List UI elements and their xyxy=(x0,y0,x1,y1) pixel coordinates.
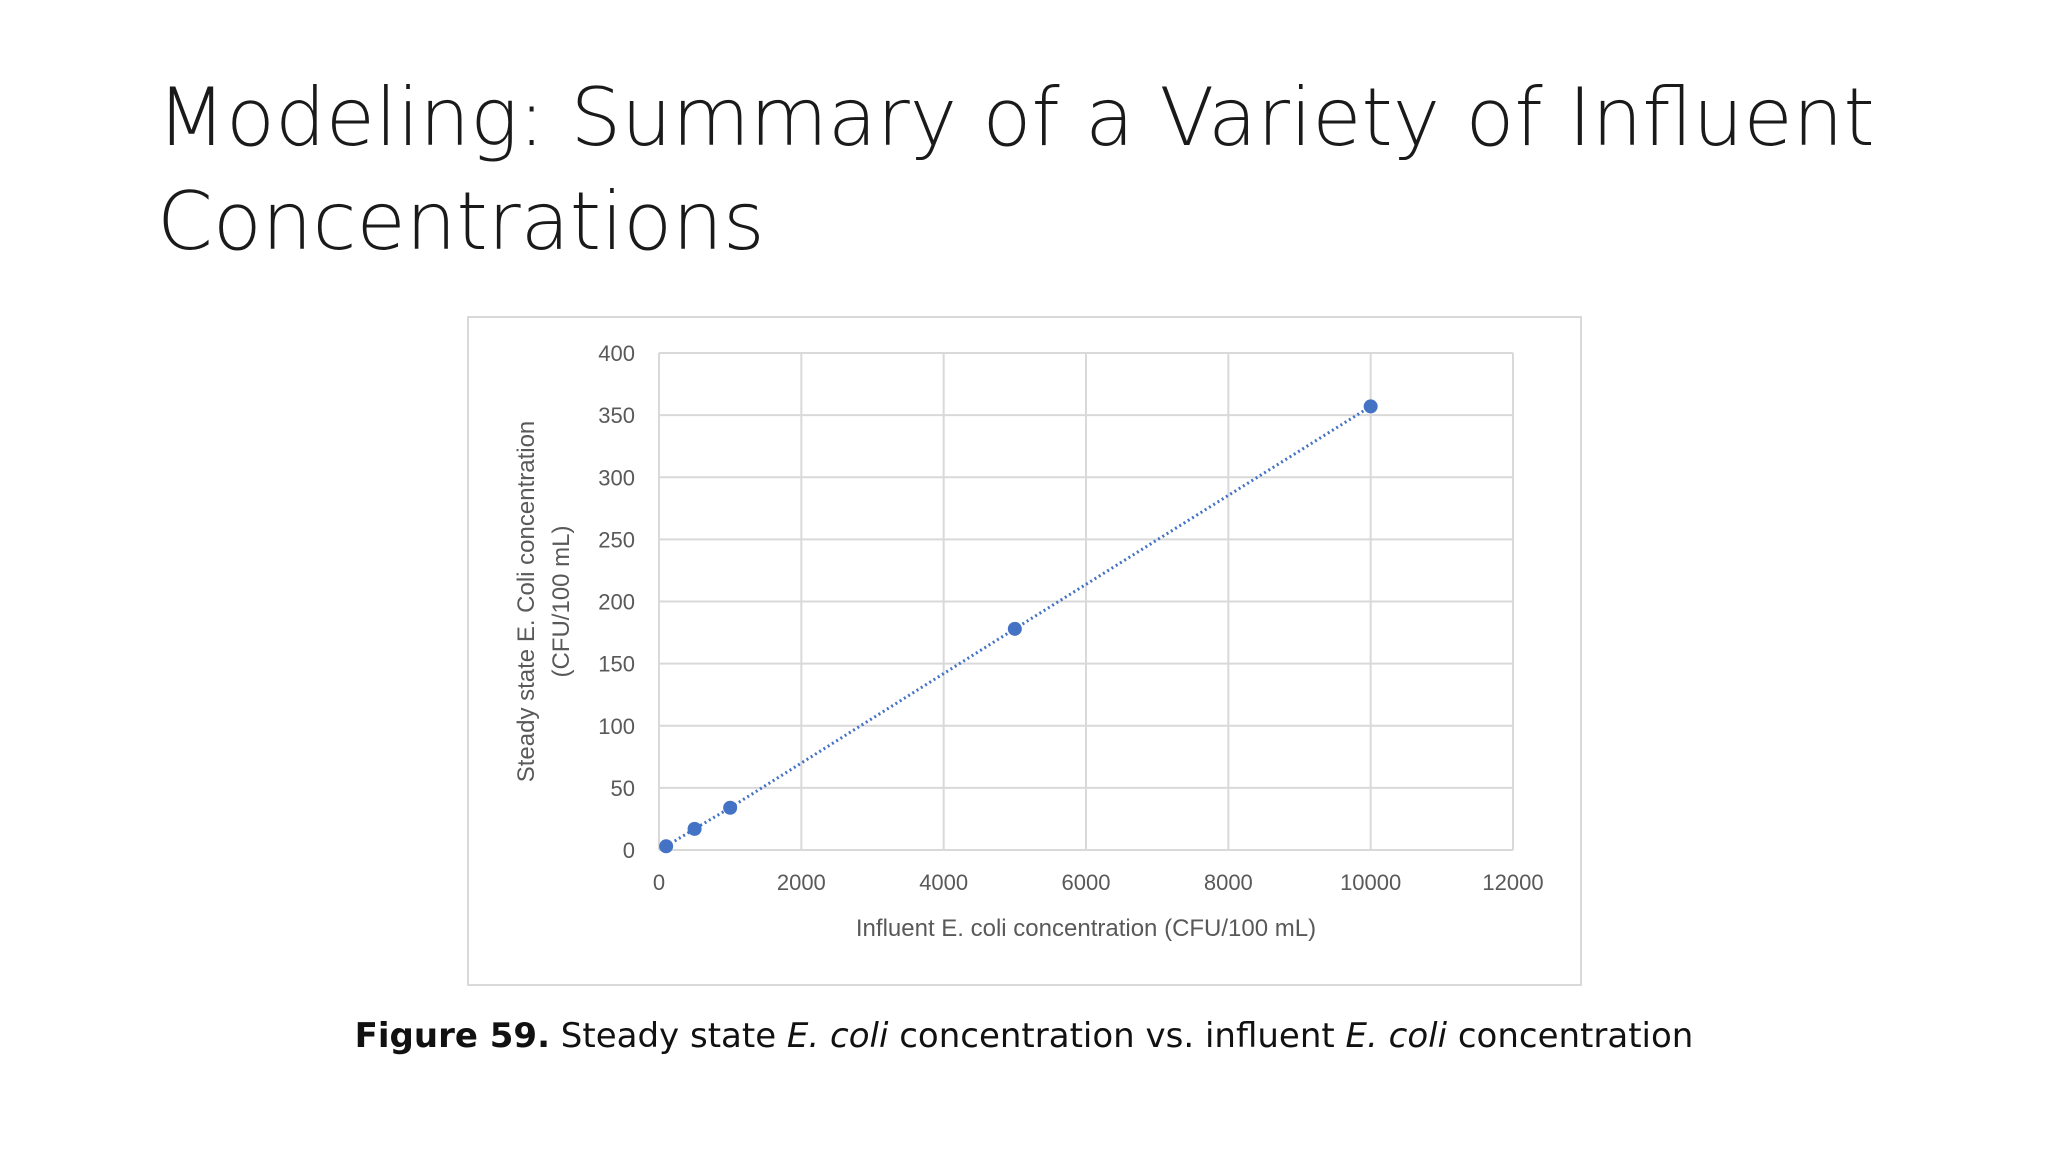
x-tick-label: 10000 xyxy=(1340,870,1401,895)
x-tick-label: 2000 xyxy=(777,870,826,895)
data-point xyxy=(659,839,674,854)
y-axis-title-line1: Steady state E. Coli concentration xyxy=(513,421,540,783)
caption-text-1: Steady state xyxy=(550,1016,787,1056)
y-axis-title-line2: (CFU/100 mL) xyxy=(548,525,575,677)
y-tick-label: 100 xyxy=(598,714,635,739)
data-point xyxy=(687,821,702,836)
trendline xyxy=(665,405,1372,848)
figure-caption: Figure 59. Steady state E. coli concentr… xyxy=(0,1013,2048,1059)
caption-text-3: concentration xyxy=(1447,1016,1694,1056)
x-tick-label: 4000 xyxy=(919,870,968,895)
y-tick-label: 250 xyxy=(598,527,635,552)
x-tick-label: 0 xyxy=(653,870,665,895)
y-tick-label: 200 xyxy=(598,590,635,615)
chart-frame: 0 50 100 150 200 250 300 350 400 0 2000 4000 6000 800… xyxy=(467,316,1582,986)
data-point xyxy=(723,800,738,815)
caption-italic-1: E. coli xyxy=(786,1016,889,1056)
slide-title-line2: Concentrations xyxy=(157,175,765,268)
x-tick-label: 8000 xyxy=(1204,870,1253,895)
data-point xyxy=(1363,399,1378,414)
y-tick-label: 350 xyxy=(598,403,635,428)
caption-label: Figure 59. xyxy=(354,1016,550,1056)
data-point xyxy=(1007,621,1022,636)
y-tick-label: 400 xyxy=(598,341,635,366)
y-tick-label: 50 xyxy=(611,776,635,801)
x-tick-label: 6000 xyxy=(1062,870,1111,895)
slide-title: Modeling: Summary of a Variety of Influe… xyxy=(157,66,1957,274)
caption-text-2: concentration vs. influent xyxy=(888,1016,1346,1056)
x-axis-title: Influent E. coli concentration (CFU/100 … xyxy=(856,915,1316,942)
y-tick-label: 300 xyxy=(598,465,635,490)
slide-title-line1: Modeling: Summary of a Variety of Influe… xyxy=(157,71,1875,164)
x-tick-label: 12000 xyxy=(1482,870,1543,895)
y-tick-label: 0 xyxy=(623,838,635,863)
y-tick-label: 150 xyxy=(598,652,635,677)
caption-italic-2: E. coli xyxy=(1345,1016,1448,1056)
